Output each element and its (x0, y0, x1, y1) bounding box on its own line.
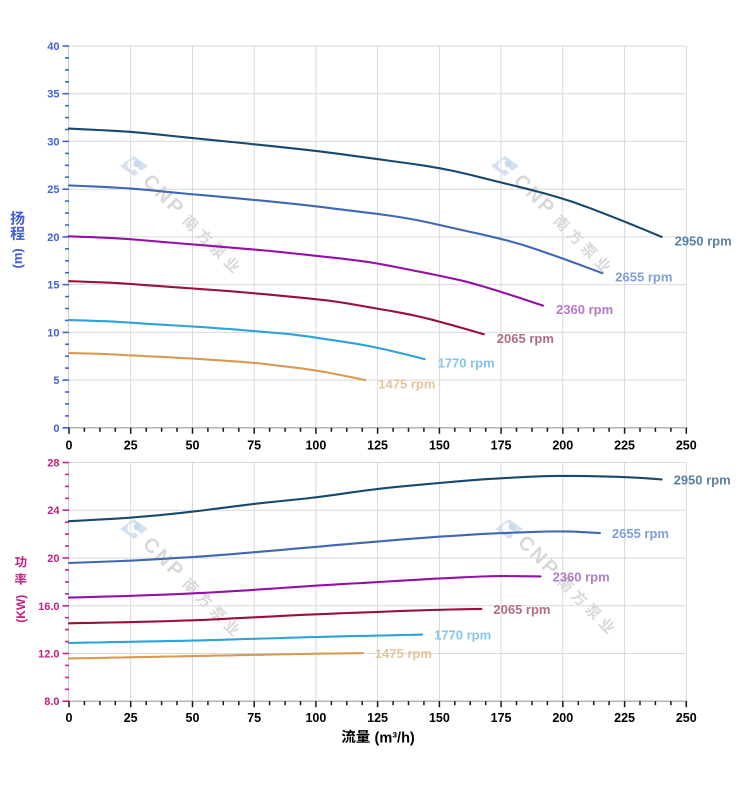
svg-text:28: 28 (47, 458, 59, 470)
svg-text:50: 50 (186, 439, 200, 453)
svg-text:1475 rpm: 1475 rpm (375, 646, 432, 661)
svg-text:30: 30 (47, 136, 59, 148)
svg-text:2655 rpm: 2655 rpm (612, 526, 669, 541)
svg-text:2360 rpm: 2360 rpm (553, 569, 610, 584)
svg-text:175: 175 (491, 439, 512, 453)
svg-text:12.0: 12.0 (38, 649, 59, 661)
svg-text:250: 250 (676, 439, 697, 453)
svg-text:200: 200 (552, 439, 573, 453)
svg-text:16.0: 16.0 (38, 601, 59, 613)
svg-text:0: 0 (66, 439, 73, 453)
svg-text:100: 100 (305, 711, 326, 725)
svg-text:20: 20 (47, 553, 59, 565)
svg-text:2360 rpm: 2360 rpm (556, 302, 613, 317)
svg-text:2655 rpm: 2655 rpm (615, 270, 672, 285)
svg-text:125: 125 (367, 439, 388, 453)
svg-text:(KW): (KW) (14, 595, 28, 623)
svg-text:175: 175 (491, 711, 512, 725)
svg-text:(m³/h): (m³/h) (375, 731, 415, 747)
svg-text:50: 50 (186, 711, 200, 725)
svg-text:2950 rpm: 2950 rpm (674, 472, 731, 487)
svg-text:8.0: 8.0 (44, 696, 59, 708)
svg-text:150: 150 (429, 711, 450, 725)
svg-text:1475 rpm: 1475 rpm (378, 377, 435, 392)
svg-text:150: 150 (429, 439, 450, 453)
svg-text:250: 250 (676, 711, 697, 725)
svg-text:2065 rpm: 2065 rpm (497, 331, 554, 346)
svg-text:225: 225 (614, 439, 635, 453)
svg-text:225: 225 (614, 711, 635, 725)
svg-text:(m): (m) (10, 248, 25, 268)
svg-text:15: 15 (47, 280, 59, 292)
svg-text:5: 5 (53, 375, 59, 387)
svg-text:0: 0 (53, 423, 59, 435)
svg-text:1770 rpm: 1770 rpm (438, 356, 495, 371)
svg-text:24: 24 (47, 505, 60, 517)
svg-text:25: 25 (124, 711, 138, 725)
svg-text:2950 rpm: 2950 rpm (675, 233, 732, 248)
svg-text:40: 40 (47, 41, 59, 53)
svg-text:100: 100 (305, 439, 326, 453)
svg-text:20: 20 (47, 232, 59, 244)
svg-text:2065 rpm: 2065 rpm (493, 602, 550, 617)
svg-text:75: 75 (247, 439, 261, 453)
svg-text:1770 rpm: 1770 rpm (434, 628, 491, 643)
svg-text:200: 200 (552, 711, 573, 725)
svg-text:35: 35 (47, 89, 59, 101)
svg-text:25: 25 (124, 439, 138, 453)
svg-text:125: 125 (367, 711, 388, 725)
svg-text:75: 75 (247, 711, 261, 725)
svg-text:25: 25 (47, 184, 59, 196)
svg-text:10: 10 (47, 327, 59, 339)
svg-text:0: 0 (66, 711, 73, 725)
